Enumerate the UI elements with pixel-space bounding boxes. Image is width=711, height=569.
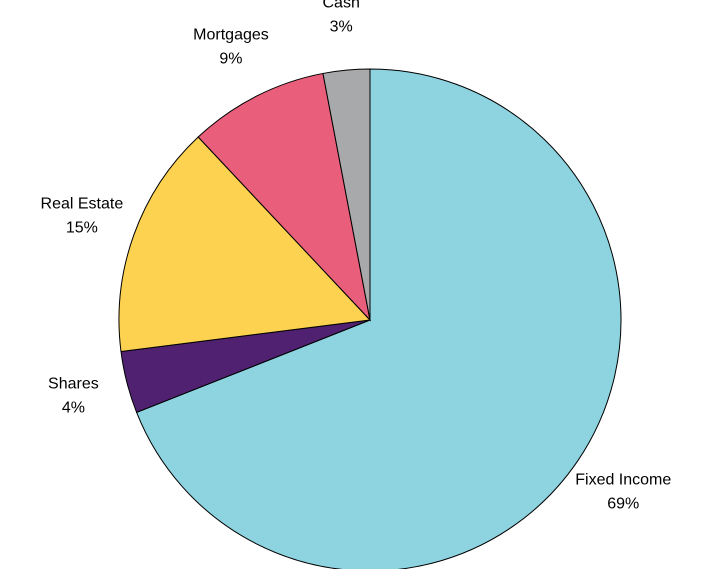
slice-value-label: 15% xyxy=(66,219,98,236)
slice-value-label: 3% xyxy=(330,18,353,35)
pie-slice xyxy=(118,136,372,353)
slice-value-label: 9% xyxy=(219,50,242,67)
slice-label: Mortgages xyxy=(193,26,269,43)
slice-value-label: 4% xyxy=(62,399,85,416)
pie-slice xyxy=(135,68,622,569)
slice-value-label: 69% xyxy=(607,495,639,512)
pie-slice xyxy=(322,68,371,321)
slice-label: Real Estate xyxy=(41,195,124,212)
slice-label: Fixed Income xyxy=(575,471,671,488)
slice-label: Shares xyxy=(48,375,99,392)
pie-slice xyxy=(197,72,371,322)
slice-label: Cash xyxy=(323,0,360,11)
